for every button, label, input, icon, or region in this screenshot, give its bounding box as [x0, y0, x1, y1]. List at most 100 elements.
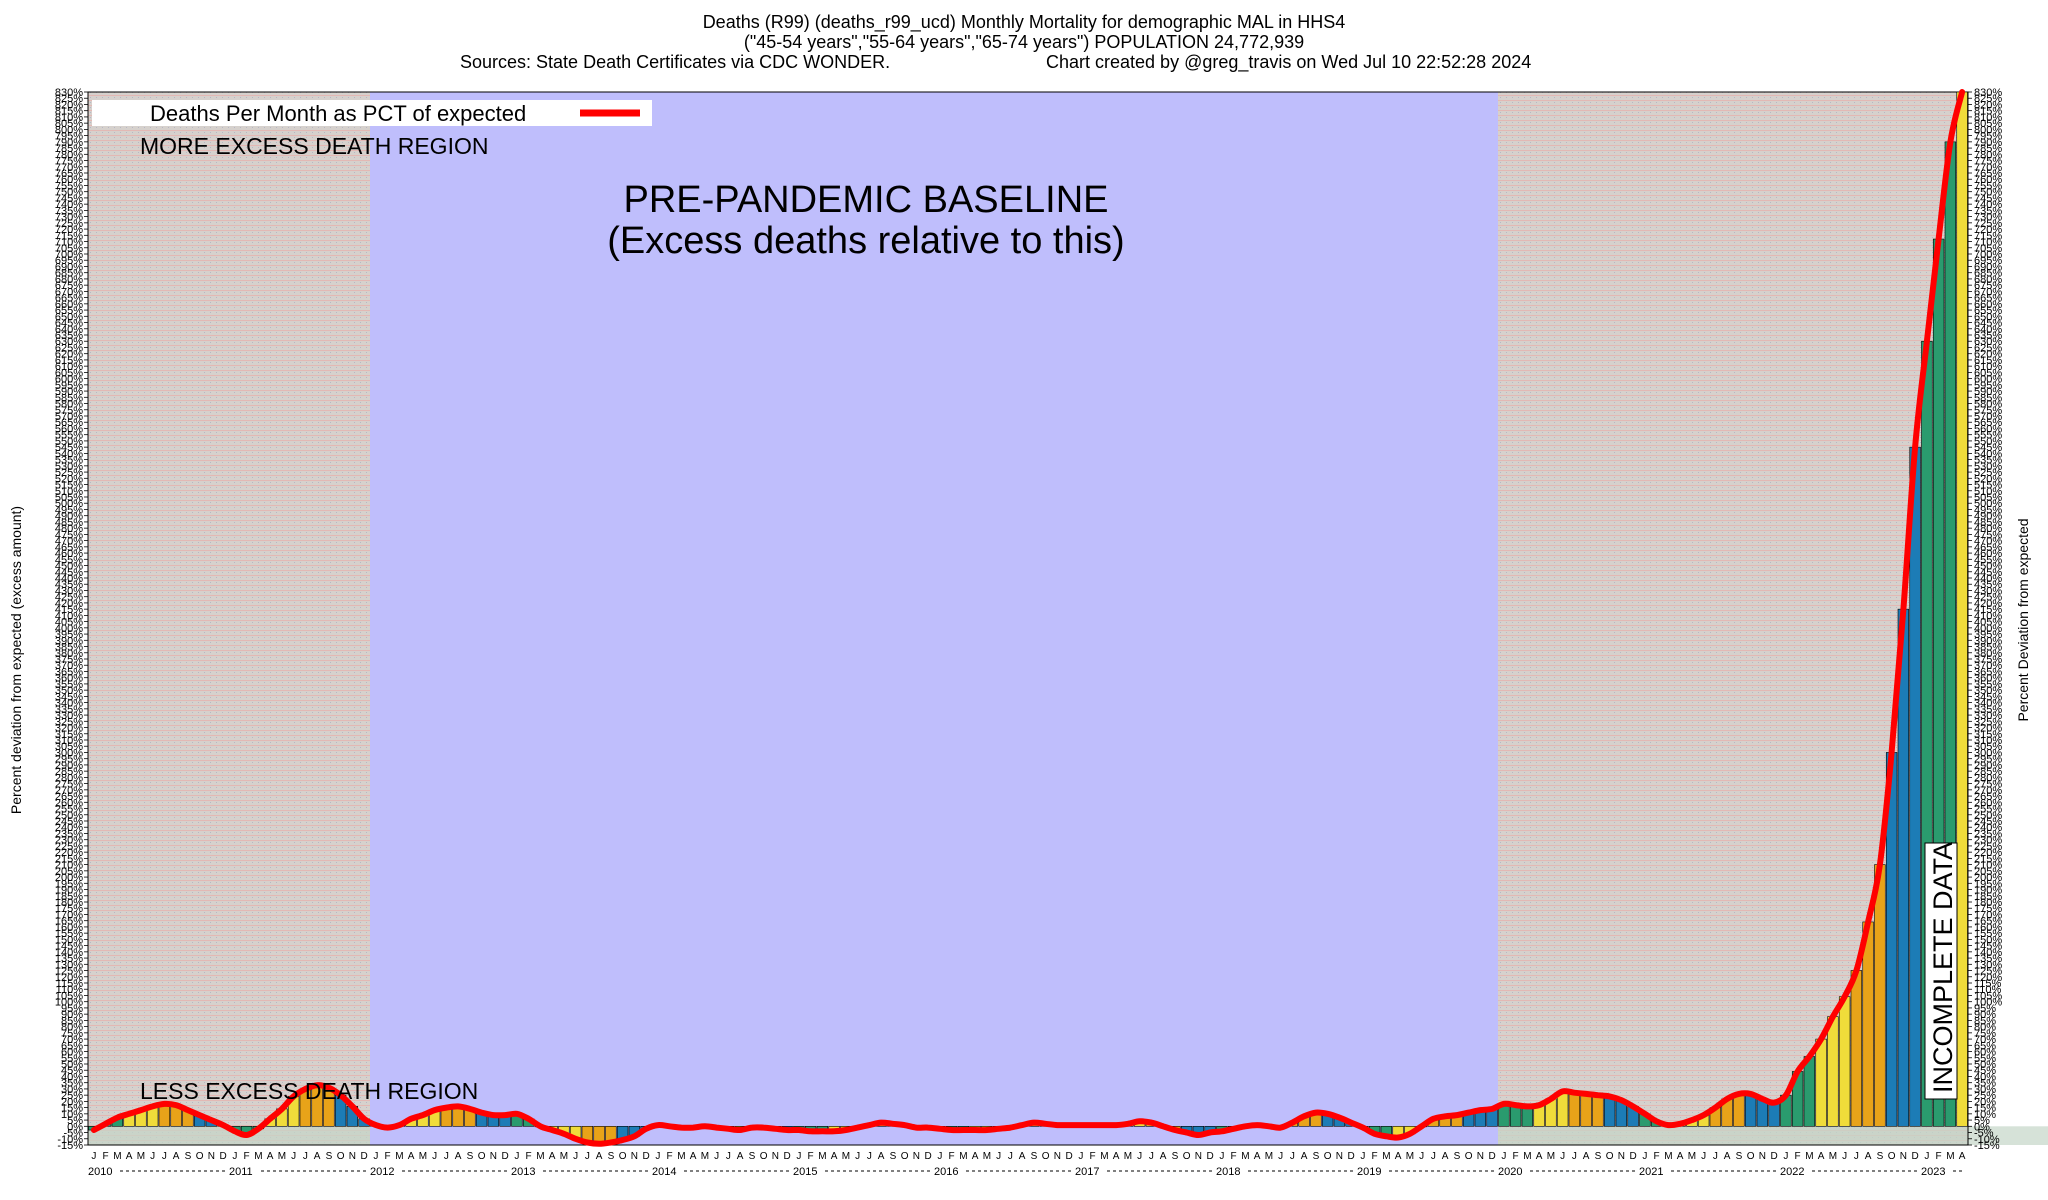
y-tick-label-left: 670%: [55, 286, 83, 298]
x-year-label: 2013: [511, 1166, 535, 1178]
y-tick-label-left: 110%: [56, 984, 84, 996]
y-tick-label-right: -15%: [1974, 1140, 2000, 1152]
x-month-label: A: [972, 1151, 979, 1162]
y-tick-label-left: 35%: [61, 1078, 83, 1090]
x-month-label: M: [395, 1151, 403, 1162]
y-tick-label-left: 160%: [55, 922, 83, 934]
y-tick-label-left: 330%: [55, 710, 83, 722]
y-tick-label-left: 825%: [55, 93, 83, 105]
y-tick-label-right: 480%: [1974, 523, 2002, 535]
y-tick-label-right: 430%: [1974, 585, 2002, 597]
y-tick-label-right: 715%: [1974, 230, 2002, 242]
bar: [1603, 1096, 1616, 1127]
x-month-label: A: [1536, 1151, 1543, 1162]
x-month-label: J: [996, 1151, 1001, 1162]
y-tick-label-left: 555%: [55, 430, 83, 442]
bar: [1838, 996, 1851, 1127]
y-tick-label-left: 315%: [55, 729, 83, 741]
y-tick-label-right: 455%: [1974, 554, 2002, 566]
y-tick-label-right: 740%: [1974, 199, 2002, 211]
x-month-label: M: [842, 1151, 850, 1162]
y-axis-right-title: Percent Deviation from expected: [2015, 518, 2031, 721]
y-tick-label-left: 675%: [55, 280, 83, 292]
y-tick-label-right: 555%: [1974, 430, 2002, 442]
bar: [1568, 1092, 1581, 1127]
y-tick-label-right: 620%: [1974, 349, 2002, 361]
x-month-label: O: [196, 1151, 204, 1162]
bar: [1956, 91, 1968, 1127]
y-tick-label-right: 200%: [1974, 872, 2002, 884]
y-tick-label-left: 635%: [55, 330, 83, 342]
y-tick-label-right: 135%: [1974, 953, 2002, 965]
x-month-label: S: [1736, 1151, 1743, 1162]
y-tick-label-right: 170%: [1974, 909, 2002, 921]
y-tick-label-right: 725%: [1974, 218, 2002, 230]
x-month-label: M: [677, 1151, 685, 1162]
x-month-label: D: [1629, 1151, 1636, 1162]
y-tick-label-left: 755%: [55, 180, 83, 192]
y-tick-label-left: 795%: [55, 131, 83, 143]
x-month-label: N: [772, 1151, 779, 1162]
x-month-label: J: [150, 1151, 155, 1162]
y-tick-label-left: 425%: [55, 592, 83, 604]
x-month-label: A: [1395, 1151, 1402, 1162]
y-tick-label-right: 190%: [1974, 885, 2002, 897]
y-tick-label-right: 800%: [1974, 124, 2002, 136]
y-tick-label-left: 280%: [55, 772, 83, 784]
y-tick-label-right: 530%: [1974, 461, 2002, 473]
y-tick-label-left: 560%: [55, 423, 83, 435]
y-tick-label-left: 360%: [55, 673, 83, 685]
y-tick-label-right: 115%: [1974, 978, 2002, 990]
y-tick-label-left: 325%: [55, 716, 83, 728]
y-tick-label-right: 660%: [1974, 299, 2002, 311]
y-tick-label-left: 775%: [55, 156, 83, 168]
y-tick-label-right: 770%: [1974, 162, 2002, 174]
bar: [1850, 970, 1863, 1127]
y-tick-label-left: 75%: [61, 1028, 83, 1040]
x-month-label: M: [113, 1151, 121, 1162]
y-tick-label-left: 490%: [55, 511, 83, 523]
y-tick-label-left: 715%: [55, 230, 83, 242]
y-tick-label-left: 565%: [55, 417, 83, 429]
x-month-label: F: [103, 1151, 109, 1162]
x-month-label: O: [1042, 1151, 1050, 1162]
y-tick-label-left: 625%: [55, 342, 83, 354]
y-tick-label-left: 415%: [55, 604, 83, 616]
x-month-label: F: [1936, 1151, 1942, 1162]
bars-group: [88, 91, 1968, 1145]
x-month-label: D: [360, 1151, 367, 1162]
y-tick-label-left: 60%: [61, 1047, 83, 1059]
y-tick-label-left: 175%: [55, 903, 83, 915]
y-tick-label-right: 445%: [1974, 567, 2002, 579]
x-month-label: M: [1241, 1151, 1249, 1162]
y-tick-label-left: 185%: [55, 891, 83, 903]
y-tick-label-right: 160%: [1974, 922, 2002, 934]
bar: [1862, 921, 1874, 1127]
y-tick-label-right: 685%: [1974, 268, 2002, 280]
y-tick-label-left: 530%: [55, 461, 83, 473]
y-tick-label-left: 455%: [55, 554, 83, 566]
x-month-label: J: [1501, 1151, 1506, 1162]
y-tick-label-left: 765%: [55, 168, 83, 180]
x-month-label: M: [1829, 1151, 1837, 1162]
x-month-label: D: [1911, 1151, 1918, 1162]
x-month-label: N: [1054, 1151, 1061, 1162]
y-tick-label-right: 95%: [1974, 1003, 1996, 1015]
y-tick-label-left: 600%: [55, 374, 83, 386]
x-year-label: 2011: [229, 1166, 253, 1178]
y-tick-label-right: 150%: [1974, 934, 2002, 946]
x-month-label: J: [1701, 1151, 1706, 1162]
y-tick-label-right: 775%: [1974, 156, 2002, 168]
y-tick-label-right: 565%: [1974, 417, 2002, 429]
x-month-label: J: [232, 1151, 237, 1162]
x-month-label: S: [467, 1151, 474, 1162]
y-tick-label-right: 680%: [1974, 274, 2002, 286]
x-month-label: O: [1606, 1151, 1614, 1162]
y-tick-label-right: 175%: [1974, 903, 2002, 915]
y-tick-label-left: 120%: [55, 972, 83, 984]
y-tick-label-right: 645%: [1974, 318, 2002, 330]
y-tick-label-right: 155%: [1974, 928, 2002, 940]
y-tick-label-right: 185%: [1974, 891, 2002, 903]
y-tick-label-left: 15%: [61, 1103, 83, 1115]
y-tick-label-left: 495%: [55, 504, 83, 516]
